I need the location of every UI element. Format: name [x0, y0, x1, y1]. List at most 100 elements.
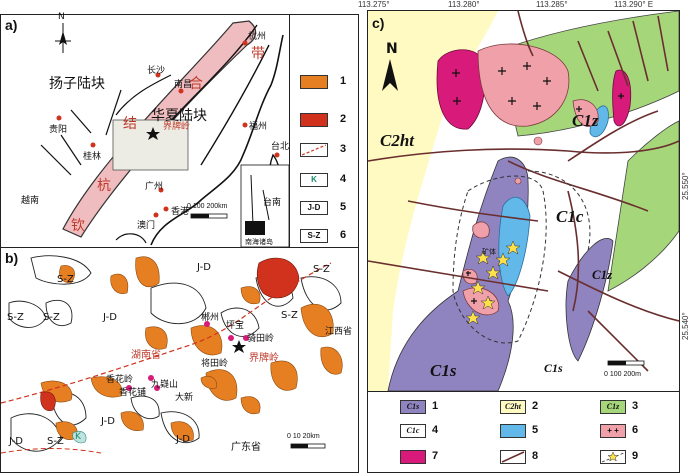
panel-b: b) 湖南省 江西省 广东省 界牌岭 郴州 骑田岭 将田岭 香花岭 香花铺 九嶷… [0, 247, 359, 473]
legend-ab-swatch-4: K [300, 173, 328, 187]
legend-c-num-8: 8 [532, 450, 539, 462]
scale-label-c: 0 100 200m [604, 371, 641, 378]
unit-sz-5: S-Z [47, 436, 64, 447]
unit-jd-2: J-D [103, 312, 117, 323]
place-jiangtianling: 将田岭 [201, 359, 229, 369]
unit-c1c: C1c [556, 207, 584, 226]
unit-jd-1: J-D [197, 262, 211, 273]
legend-c-num-6: 6 [632, 424, 639, 436]
islands-label: 南海诸岛 [245, 238, 273, 246]
place-xianghuapu: 香花铺 [119, 388, 147, 398]
belt-char-qin: 钦 [71, 218, 85, 234]
unit-c1z-top: C1z [572, 111, 599, 130]
panel-b-label: b) [5, 250, 19, 266]
legend-c-sym-2: C2ht [504, 402, 521, 411]
city-tainan: 台南 [263, 198, 282, 208]
unit-c2ht: C2ht [380, 131, 415, 150]
legend-ab-sym-6: S-Z [307, 231, 321, 240]
panel-c: c) N C2ht C1z C1z C1c C1s C1s 矿体 0 100 2… [367, 10, 680, 392]
legend-ab-swatch-6: S-Z [300, 229, 328, 243]
panel-b-map [1, 255, 343, 454]
scale-label-b: 0 10 20km [287, 433, 320, 440]
unit-jd-4: J-D [9, 436, 23, 447]
deposit-label-b: 界牌岭 [249, 353, 279, 364]
legend-c: C1s 1 C2ht 2 C1z 3 C1c 4 5 + + 6 7 8 9 [367, 391, 680, 473]
panel-a: a) N 扬子陆块 华夏陆块 钦 杭 结 合 带 长沙 南昌 杭州 贵阳 桂林 … [0, 12, 290, 248]
orebody-label: 矿体 [482, 248, 496, 256]
city-nanchang: 南昌 [174, 80, 193, 90]
city-xianggang: 香港 [171, 207, 190, 217]
province-guangdong: 广东省 [231, 442, 261, 453]
north-label-a: N [58, 12, 65, 22]
legend-c-sym-6: + + [607, 426, 619, 435]
legend-c-num-4: 4 [432, 424, 439, 436]
unit-sz-3: S-Z [43, 312, 60, 323]
coord-top-1: 113.275° [358, 0, 390, 9]
belt-char-dai: 带 [251, 46, 265, 62]
belt-char-he: 合 [189, 76, 203, 92]
city-guilin: 桂林 [83, 152, 102, 162]
legend-c-swatch-4: C1c [400, 424, 426, 438]
province-jiangxi: 江西省 [325, 327, 353, 337]
panel-a-map [40, 20, 289, 247]
panel-a-label: a) [5, 17, 18, 33]
legend-ab-sym-4: K [311, 175, 317, 184]
belt-char-jie: 结 [123, 116, 137, 132]
legend-ab-num-6: 6 [340, 229, 347, 241]
legend-c-num-9: 9 [632, 450, 639, 462]
legend-c-num-2: 2 [532, 400, 539, 412]
legend-ab-num-2: 2 [340, 113, 347, 125]
legend-ab: 1 2 3 K 4 J-D 5 S-Z 6 [289, 14, 359, 248]
unit-jd-3: J-D [176, 434, 190, 445]
legend-c-swatch-1: C1s [400, 400, 426, 414]
scale-label-a: 0 100 200km [187, 203, 228, 210]
legend-ab-num-5: 5 [340, 201, 347, 213]
legend-c-sym-1: C1s [406, 402, 420, 411]
city-guangzhou: 广州 [145, 182, 164, 192]
legend-ab-swatch-1 [300, 75, 328, 89]
place-jiuyishan: 九嶷山 [151, 380, 179, 390]
legend-c-swatch-2: C2ht [500, 400, 526, 414]
unit-c1s-main: C1s [430, 361, 457, 380]
legend-ab-num-1: 1 [340, 75, 347, 87]
legend-c-swatch-3: C1z [600, 400, 626, 414]
coord-right-1: 25.550° [681, 172, 690, 200]
city-aomen: 澳门 [137, 221, 156, 231]
legend-c-num-1: 1 [432, 400, 439, 412]
coord-top-2: 113.280° [448, 0, 480, 9]
legend-ab-sym-5: J-D [307, 203, 321, 212]
unit-sz-6: S-Z [313, 264, 330, 275]
coord-top-3: 113.285° [536, 0, 568, 9]
place-qitianling: 骑田岭 [247, 334, 275, 344]
country-vietnam: 越南 [21, 196, 40, 206]
legend-c-swatch-7 [400, 450, 426, 464]
place-xianghualing: 香花岭 [106, 375, 134, 385]
city-fuzhou: 福州 [249, 122, 268, 132]
panel-c-label: c) [372, 15, 385, 31]
unit-c1z-right: C1z [592, 267, 613, 282]
legend-ab-swatch-2 [300, 113, 328, 127]
unit-sz-1: S-Z [57, 274, 74, 285]
place-chenzhou: 郴州 [201, 313, 220, 323]
panel-c-map [368, 11, 679, 391]
cathaysia-block-label: 华夏陆块 [151, 108, 207, 124]
deposit-label-a: 界牌岭 [163, 122, 191, 132]
legend-c-sym-3: C1z [606, 402, 620, 411]
unit-sz-2: S-Z [7, 312, 24, 323]
coord-right-2: 25.540° [681, 312, 690, 340]
legend-c-num-5: 5 [532, 424, 539, 436]
north-label-c: N [386, 41, 398, 57]
legend-ab-boundary-line [301, 144, 327, 156]
legend-ab-num-3: 3 [340, 143, 347, 155]
city-changsha: 长沙 [147, 66, 166, 76]
legend-ab-num-4: 4 [340, 173, 347, 185]
legend-c-swatch-6: + + [600, 424, 626, 438]
unit-jd-5: J-D [101, 416, 115, 427]
unit-k: K [75, 432, 81, 442]
place-pingbao: 坪宝 [226, 321, 245, 331]
unit-c1s-right: C1s [544, 361, 563, 375]
legend-c-fault-line [501, 451, 525, 463]
city-taibei: 台北 [271, 142, 290, 152]
legend-c-swatch-5 [500, 424, 526, 438]
city-hangzhou: 杭州 [248, 32, 267, 42]
